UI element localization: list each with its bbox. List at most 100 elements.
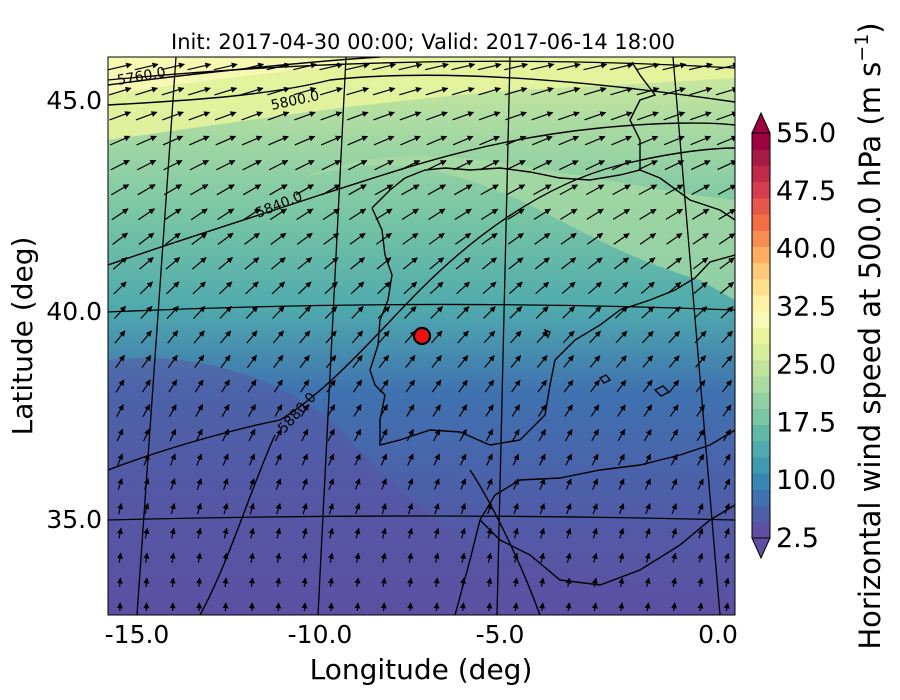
wind-arrow — [346, 86, 370, 96]
wind-arrow — [455, 232, 472, 245]
wind-arrow — [300, 379, 310, 393]
colorbar-tick-label: 47.5 — [776, 176, 836, 207]
wind-arrow — [662, 62, 687, 71]
wind-arrow — [214, 86, 238, 96]
colorbar-segment — [752, 424, 770, 442]
wind-arrow — [506, 160, 526, 171]
wind-arrow — [480, 208, 499, 221]
wind-arrow — [407, 602, 414, 612]
wind-arrow — [452, 135, 474, 146]
wind-arrow — [381, 478, 387, 490]
wind-arrow — [248, 453, 256, 466]
wind-arrow — [117, 453, 124, 466]
wind-arrow — [721, 330, 733, 344]
wind-arrow — [376, 257, 392, 270]
colorbar-tick-label: 10.0 — [776, 465, 836, 496]
wind-arrow — [669, 404, 679, 417]
wind-arrow — [539, 503, 546, 515]
wind-arrow — [532, 160, 553, 171]
wind-arrow — [539, 577, 546, 587]
wind-arrow — [354, 602, 361, 612]
wind-arrow — [407, 503, 414, 515]
wind-arrow — [139, 257, 154, 270]
wind-arrow — [433, 478, 440, 490]
wind-arrow — [116, 552, 123, 563]
wind-arrow — [644, 527, 651, 539]
colorbar-segment — [752, 392, 770, 409]
wind-arrow — [696, 429, 705, 442]
wind-arrow — [509, 306, 523, 319]
wind-arrow — [486, 577, 493, 587]
colorbar-segment — [752, 440, 770, 458]
wind-arrow — [222, 502, 229, 515]
wind-arrow — [248, 428, 256, 442]
x-tick-label: -15.0 — [105, 620, 170, 649]
wind-arrow — [459, 428, 467, 442]
wind-arrow — [505, 111, 527, 121]
wind-arrow — [249, 527, 255, 539]
wind-arrow — [663, 135, 685, 146]
colorbar-segment — [752, 214, 770, 231]
wind-arrow — [407, 577, 414, 587]
wind-arrow — [138, 232, 155, 245]
wind-arrow — [112, 232, 128, 245]
wind-arrow — [374, 184, 394, 196]
y-axis-label: Latitude (deg) — [6, 237, 39, 436]
wind-arrow — [589, 355, 601, 368]
wind-arrow — [240, 62, 265, 71]
border-line — [469, 469, 541, 615]
wind-arrow — [166, 281, 180, 295]
wind-arrow — [618, 602, 625, 612]
wind-arrow — [275, 602, 282, 612]
wind-arrow — [194, 354, 205, 369]
wind-arrow — [135, 111, 158, 121]
wind-arrow — [109, 135, 131, 146]
wind-arrow — [724, 527, 730, 539]
wind-arrow — [617, 404, 626, 417]
x-axis: -15.0 -10.0 -5.0 0.0 Longitude (deg) — [105, 620, 738, 686]
wind-arrow — [425, 86, 449, 96]
wind-arrow — [195, 404, 204, 417]
wind-arrow — [189, 159, 210, 171]
wind-arrow — [429, 257, 445, 270]
wind-arrow — [143, 478, 150, 490]
wind-arrow — [323, 232, 340, 245]
wind-arrow — [589, 330, 601, 344]
wind-arrow — [618, 577, 625, 587]
wind-arrow — [167, 330, 179, 344]
wind-arrow — [512, 428, 520, 442]
wind-arrow — [460, 478, 467, 490]
wind-arrow — [451, 86, 475, 96]
wind-arrow — [349, 232, 366, 245]
wind-arrow — [482, 257, 497, 270]
wind-arrow — [373, 135, 395, 146]
wind-arrow — [695, 355, 707, 368]
wind-arrow — [460, 503, 466, 515]
wind-arrow — [328, 552, 334, 563]
contour-5880-south — [199, 434, 276, 615]
wind-arrow — [586, 208, 604, 220]
wind-arrow — [218, 281, 233, 295]
wind-arrow — [460, 552, 466, 563]
wind-arrow — [196, 577, 203, 587]
wind-arrow — [539, 552, 546, 563]
wind-arrow — [117, 478, 123, 490]
wind-arrow — [480, 184, 499, 196]
wind-arrow — [380, 602, 387, 612]
wind-arrow — [141, 354, 152, 369]
wind-arrow — [399, 86, 422, 96]
wind-arrow — [220, 330, 232, 344]
wind-arrow — [667, 306, 681, 319]
wind-arrow — [688, 62, 713, 71]
wind-arrow — [402, 232, 419, 245]
wind-arrow — [665, 208, 684, 220]
wind-arrow — [194, 379, 204, 393]
wind-arrow — [724, 503, 730, 515]
colorbar-frame — [751, 132, 771, 539]
wind-arrow — [191, 257, 207, 270]
wind-arrow — [328, 453, 335, 466]
wind-arrow — [591, 577, 598, 587]
wind-arrow — [592, 478, 599, 490]
wind-arrow — [723, 577, 730, 587]
wind-arrow — [558, 135, 580, 146]
